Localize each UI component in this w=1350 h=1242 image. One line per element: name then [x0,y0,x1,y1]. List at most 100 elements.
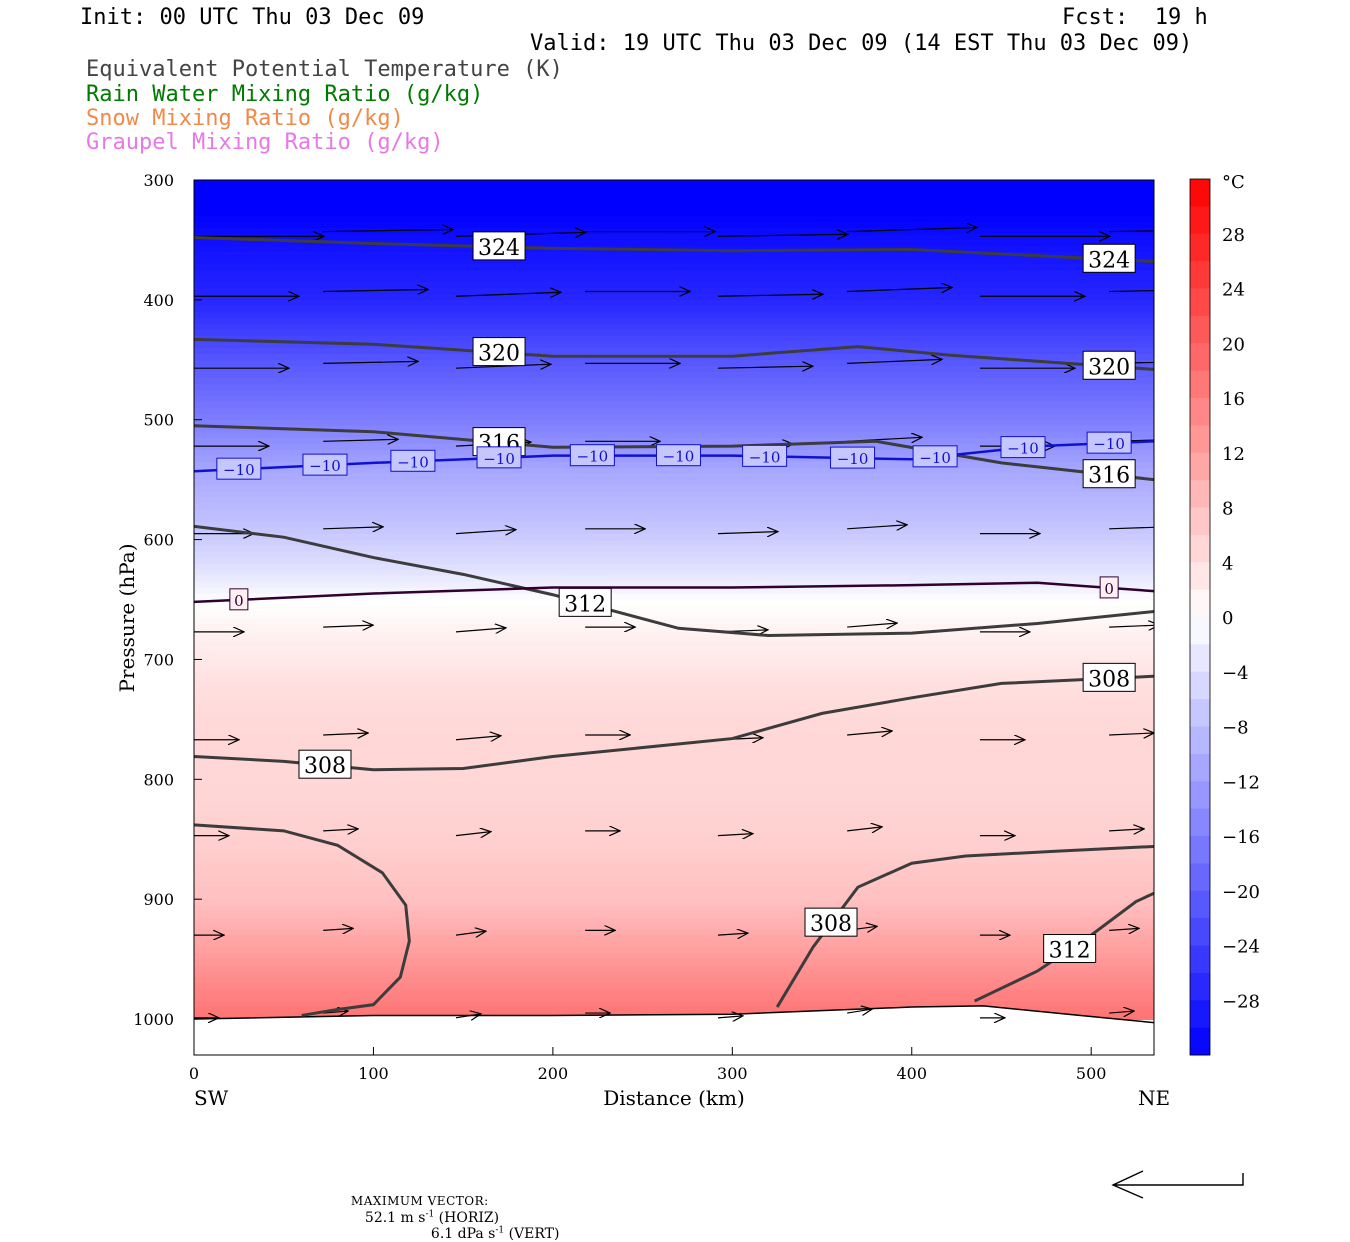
isotherm-label: 0 [229,588,249,611]
temperature-band [194,971,1154,979]
colorbar-label: −20 [1222,882,1260,903]
temperature-band [194,983,1154,991]
wind-vector [323,289,428,291]
temperature-band [194,827,1154,835]
colorbar-bin [1190,562,1210,591]
isotherm-label: −10 [476,446,522,469]
temperature-band [194,347,1154,355]
wind-vector [323,928,353,930]
colorbar-bin [1190,617,1210,645]
wind-vector [323,527,383,529]
temperature-band [194,659,1154,667]
temperature-band [194,335,1154,343]
max-vert: 6.1 dPa s-1 (VERT) [430,1225,560,1242]
temperature-band [194,629,1154,637]
wind-vector [1109,290,1154,293]
y-tick-label: 700 [143,650,174,669]
wind-vector [323,829,358,831]
valid-time: Valid: 19 UTC Thu 03 Dec 09 (14 EST Thu … [530,31,1193,56]
temperature-band [194,845,1154,853]
wind-vector [847,228,977,232]
theta-e-label-text: 308 [304,754,346,779]
temperature-band [194,761,1154,769]
colorbar-bin [1190,534,1210,563]
isotherm-label: −10 [912,445,958,468]
wind-vector [847,287,952,291]
colorbar-bin [1190,370,1210,399]
temperature-band [194,887,1154,895]
colorbar-bin [1190,808,1210,837]
temperature-band [194,311,1154,319]
colorbar: 28 24 20 16 12 8 4 0 −4 −8 −12 −16 −20 −24 −28 °C [1189,172,1260,1056]
x-tick-label: 300 [717,1064,748,1083]
temperature-band [194,407,1154,415]
temperature-band [194,593,1154,601]
temperature-band [194,269,1154,277]
temperature-band [194,617,1154,625]
temperature-band [194,323,1154,331]
temperature-band [194,257,1154,265]
temperature-band [194,395,1154,403]
y-tick-label: 1000 [133,1010,174,1029]
wind-vector [455,736,501,740]
temperature-band [194,401,1154,409]
temperature-band [194,221,1154,229]
temperature-band [194,377,1154,385]
colorbar-label: −8 [1222,718,1249,739]
isotherms: −10 −10 −10 −10 −10 −10 −10 −10 −10 −10 −10 0 0 [194,431,1154,611]
temperature-band [194,341,1154,349]
isotherm-label: −10 [569,444,615,467]
temperature-band [194,785,1154,793]
isotherm-label: −10 [1086,431,1132,454]
temperature-band [194,605,1154,613]
temperature-band [194,329,1154,337]
wind-vector [847,731,892,735]
theta-e-label: 324 [472,231,526,261]
wind-vector [1109,230,1154,233]
temperature-band [194,497,1154,505]
isotherm-label: −10 [1000,436,1046,459]
temperature-band [194,755,1154,763]
colorbar-label: 28 [1222,225,1245,246]
wind-vector [455,292,561,296]
theta-e-label: 316 [1082,459,1136,489]
temperature-band [194,473,1154,481]
y-tick-label: 400 [143,291,174,310]
forecast-hour: Fcst: 19 h [1062,5,1208,30]
temperature-band [194,533,1154,541]
isotherm-label-text: −10 [837,450,869,468]
isotherm-label-text: −10 [749,448,781,466]
colorbar-bin [1190,480,1210,508]
temperature-band [194,959,1154,967]
temperature-band [194,701,1154,709]
wind-vector [323,733,368,735]
temperature-band [194,647,1154,655]
wind-vector [323,1011,348,1013]
temperature-band [194,653,1154,661]
colorbar-bin [1190,644,1210,673]
temperature-band [194,575,1154,583]
y-tick-label: 800 [143,770,174,789]
temperature-band [194,281,1154,289]
temperature-band [194,881,1154,889]
colorbar-bin [1190,890,1210,919]
temperature-band [194,413,1154,421]
wind-vector [847,525,907,529]
temperature-band [194,977,1154,985]
temperature-band [194,275,1154,283]
legend-rain: Rain Water Mixing Ratio (g/kg) [86,82,484,107]
temperature-band [194,539,1154,547]
temperature-band [194,947,1154,955]
temperature-band [194,923,1154,931]
theta-e-contour [194,424,1154,482]
colorbar-label: 8 [1222,499,1233,520]
temperature-band [194,929,1154,937]
temperature-band [194,941,1154,949]
wind-vector [1109,733,1154,735]
colorbar-bin [1190,288,1210,317]
temperature-band [194,995,1154,1003]
temperature-band [194,803,1154,811]
colorbar-label: −28 [1222,991,1260,1012]
isotherm-label-text: −10 [309,457,341,475]
x-tick-label: 400 [896,1064,927,1083]
